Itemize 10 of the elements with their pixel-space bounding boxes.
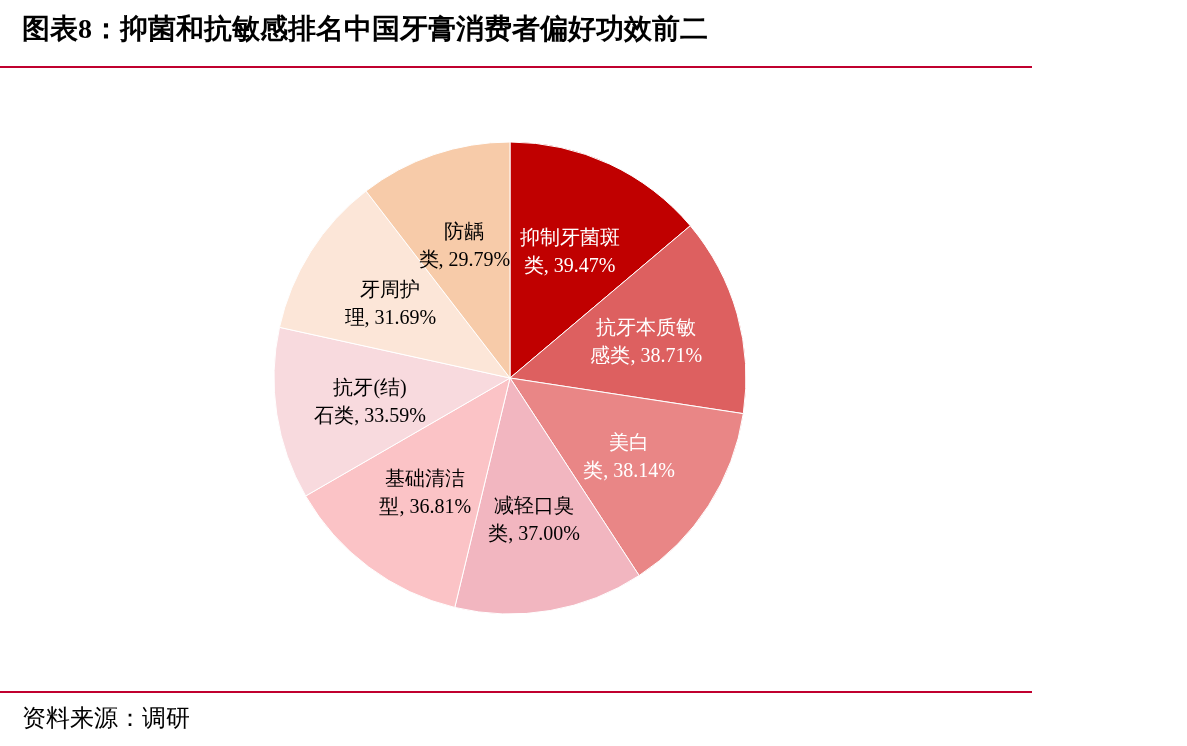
slice-label: 抗牙本质敏感类, 38.71%	[590, 315, 703, 366]
slice-label: 减轻口臭类, 37.00%	[488, 493, 580, 544]
slice-label: 牙周护理, 31.69%	[344, 278, 437, 329]
slice-label: 抗牙(结)石类, 33.59%	[314, 375, 426, 426]
text: 资料来源：调研	[22, 705, 190, 731]
slice-label: 基础清洁型, 36.81%	[379, 467, 472, 518]
slice-label: 美白类, 38.14%	[583, 430, 675, 481]
slice-label: 防龋类, 29.79%	[418, 219, 511, 270]
slice-label: 抑制牙菌斑类, 39.47%	[519, 225, 620, 276]
chart-title: 图表8：抑菌和抗敏感排名中国牙膏消费者偏好功效前二	[22, 13, 708, 44]
